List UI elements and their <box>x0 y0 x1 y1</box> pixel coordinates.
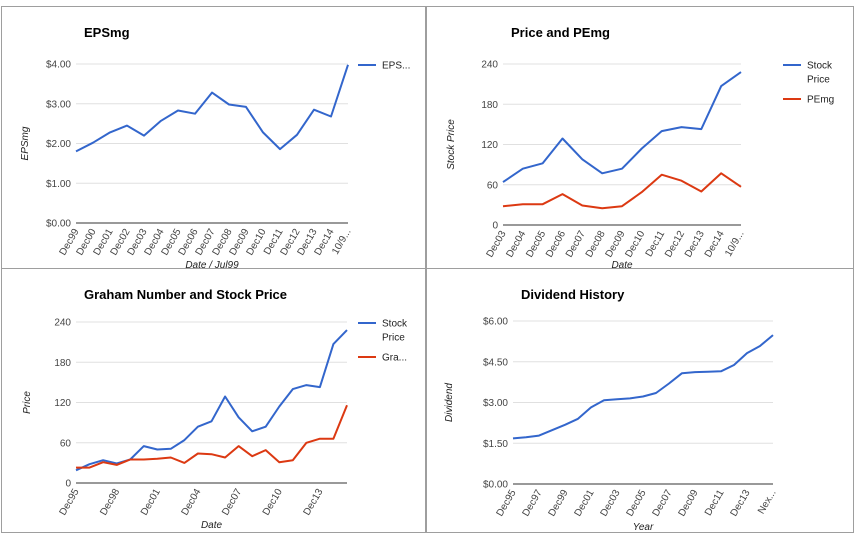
chart-title: EPSmg <box>84 25 130 40</box>
x-tick-label: Dec07 <box>651 488 675 519</box>
y-tick-label: $0.00 <box>483 480 508 491</box>
eps-chart-panel: EPSmg $0.00 $1.00 $2.00 $3.00 $4.00 Dec99 Dec00… <box>1 6 426 269</box>
y-tick-label: $1.00 <box>46 179 71 190</box>
y-axis-label: Price <box>22 391 33 414</box>
y-tick-label: 240 <box>54 318 71 329</box>
series-line-1 <box>502 172 742 210</box>
y-tick-label: $4.00 <box>46 60 71 71</box>
series-line-0 <box>502 71 742 183</box>
chart-title: Price and PEmg <box>511 25 610 40</box>
chart-svg-0: EPSmg$0.00$1.00$2.00$3.00$4.00Dec99Dec00… <box>20 25 410 268</box>
x-tick-label: Dec09 <box>677 488 701 519</box>
x-tick-label: Dec05 <box>625 488 649 519</box>
x-axis-label: Date / Jul99 <box>185 260 239 268</box>
series-line-0 <box>75 64 349 153</box>
x-tick-label: Dec98 <box>98 487 122 518</box>
y-tick-label: $6.00 <box>483 317 508 328</box>
legend-label: EPS... <box>382 61 410 72</box>
y-tick-label: $0.00 <box>46 219 71 230</box>
x-tick-label: Dec04 <box>180 487 204 518</box>
legend-label: Gra... <box>382 353 407 364</box>
y-tick-label: 0 <box>492 221 498 232</box>
y-axis-label: Stock Price <box>446 119 457 170</box>
x-tick-label: Dec97 <box>521 488 545 519</box>
legend-label: Stock Price <box>382 319 408 344</box>
y-tick-label: 120 <box>54 398 71 409</box>
series-line-0 <box>512 334 774 440</box>
x-tick-label: Dec95 <box>495 488 519 519</box>
x-tick-label: Dec95 <box>58 487 82 518</box>
legend-label: PEmg <box>807 95 834 106</box>
y-tick-label: 240 <box>481 60 498 71</box>
y-tick-label: 180 <box>54 358 71 369</box>
x-tick-label: Dec10 <box>261 487 285 518</box>
x-tick-label: Dec99 <box>547 488 571 519</box>
y-tick-label: $3.00 <box>46 99 71 110</box>
x-axis-label: Date <box>611 260 633 268</box>
series-line-0 <box>75 329 348 472</box>
y-tick-label: $3.00 <box>483 398 508 409</box>
y-tick-label: 0 <box>65 479 71 490</box>
x-tick-label: Dec13 <box>302 487 326 518</box>
series-line-1 <box>76 404 348 469</box>
x-tick-label: Dec11 <box>703 488 727 518</box>
y-tick-label: 180 <box>481 100 498 111</box>
dividend-chart-panel: Dividend History $0.00 $1.50 $3.00 $4.50 $6.0… <box>426 268 854 533</box>
y-axis-label: EPSmg <box>20 126 31 160</box>
x-tick-label: Dec01 <box>573 488 597 519</box>
chart-title: Graham Number and Stock Price <box>84 287 287 302</box>
graham-chart-panel: Graham Number and Stock Price 0 60 120 180 24… <box>1 268 426 533</box>
chart-svg-3: Dividend History $0.00 $1.50 $3.00 $4.50 $6.0… <box>444 287 779 532</box>
x-tick-label: Dec07 <box>220 487 244 518</box>
price-pe-chart-panel: Price and PEmg 0 60 120 180 240 Dec03 Dec04 Dec0… <box>426 6 854 269</box>
x-tick-label: Dec10 <box>623 229 647 260</box>
x-tick-label: Dec01 <box>139 487 163 518</box>
x-tick-label: Nex... <box>756 488 779 516</box>
x-tick-label: Dec03 <box>599 488 623 519</box>
x-axis-label: Date <box>201 520 223 531</box>
chart-title: Dividend History <box>521 287 625 302</box>
x-tick-label: 10/9... <box>723 229 746 259</box>
x-tick-label: Dec13 <box>729 488 753 519</box>
y-tick-label: $2.00 <box>46 139 71 150</box>
y-tick-label: $4.50 <box>483 357 508 368</box>
chart-svg-2: Graham Number and Stock Price 0 60 120 180 24… <box>22 287 408 531</box>
y-tick-label: 60 <box>487 180 499 191</box>
y-tick-label: 60 <box>60 438 72 449</box>
x-axis-label: Year <box>633 522 654 532</box>
chart-svg-1: Price and PEmg060120180240Dec03Dec04Dec0… <box>446 25 834 268</box>
y-tick-label: $1.50 <box>483 439 508 450</box>
legend-label: Stock Price <box>807 61 833 86</box>
y-tick-label: 120 <box>481 140 498 151</box>
y-axis-label: Dividend <box>444 383 455 422</box>
x-tick-label: Dec14 <box>703 229 727 260</box>
